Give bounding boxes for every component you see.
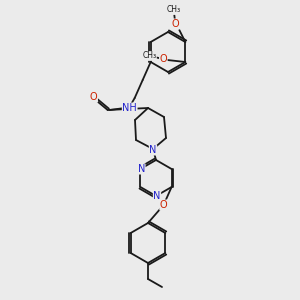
Text: N: N <box>153 191 161 201</box>
Text: N: N <box>138 164 145 174</box>
Text: O: O <box>160 200 167 210</box>
Text: CH₃: CH₃ <box>142 52 156 61</box>
Text: N: N <box>149 145 157 155</box>
Text: NH: NH <box>122 103 137 113</box>
Text: O: O <box>90 92 98 102</box>
Text: O: O <box>160 54 167 64</box>
Text: CH₃: CH₃ <box>166 5 180 14</box>
Text: O: O <box>172 19 179 29</box>
